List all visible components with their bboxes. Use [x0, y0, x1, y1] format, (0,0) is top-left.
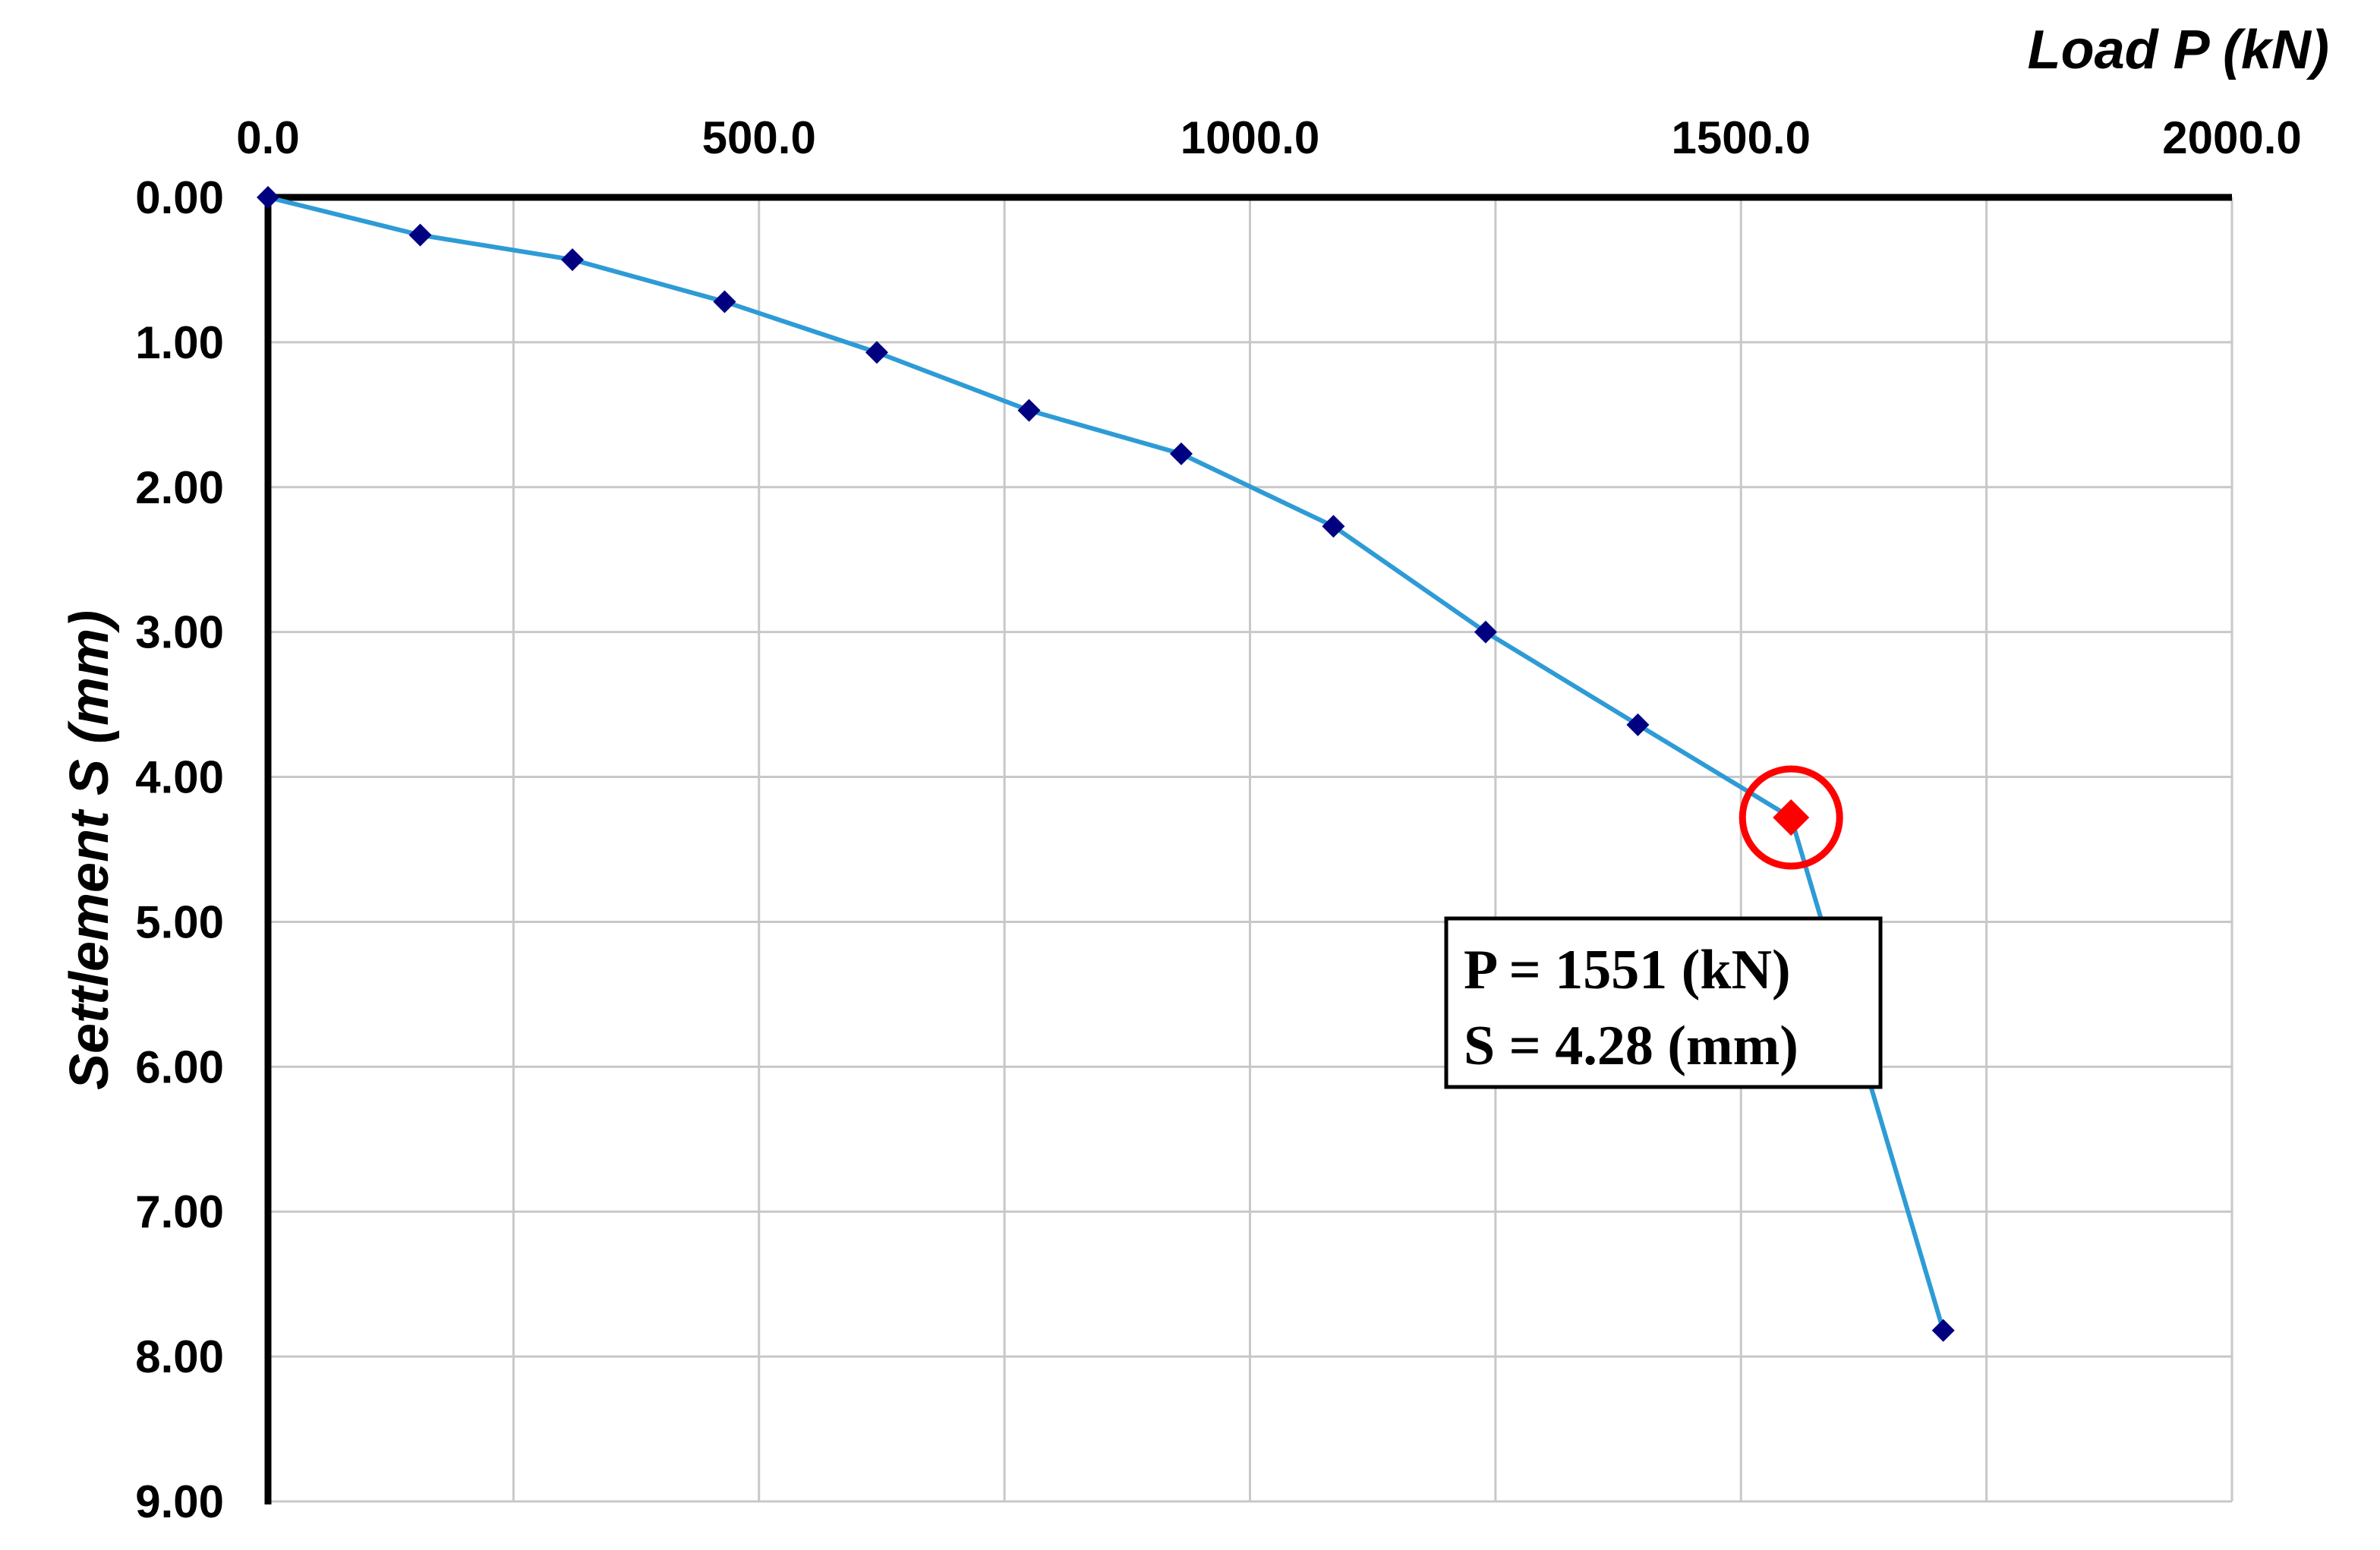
series-group — [257, 186, 1955, 1342]
data-point — [257, 186, 279, 209]
grid-lines — [268, 197, 2233, 1503]
data-point — [1017, 399, 1041, 422]
highlight-group — [1739, 765, 1843, 870]
y-tick-label: 2.00 — [135, 462, 224, 513]
data-point — [713, 290, 736, 313]
y-tick-label: 6.00 — [135, 1041, 224, 1092]
data-point — [408, 223, 432, 247]
annotation-group: P = 1551 (kN) S = 4.28 (mm) — [1444, 916, 1883, 1089]
y-axis-title: Settlement S (mm) — [59, 610, 120, 1090]
y-tick-label: 3.00 — [135, 607, 224, 658]
highlight-circle — [1739, 765, 1843, 870]
data-point — [1322, 515, 1345, 538]
y-tick-label: 0.00 — [135, 172, 224, 223]
y-tick-label: 5.00 — [135, 896, 224, 947]
data-point — [1626, 713, 1650, 736]
y-tick-label: 4.00 — [135, 752, 224, 803]
labels-group: 0.0 500.0 1000.0 1500.0 2000.0 0.00 1.00 2.00 3.… — [59, 20, 2329, 1527]
x-tick-label: 1000.0 — [1181, 112, 1320, 163]
data-point — [1169, 442, 1193, 465]
highlighted-data-point — [1773, 799, 1810, 836]
data-point — [1931, 1318, 1955, 1342]
data-point — [560, 248, 584, 272]
series-line — [267, 195, 1946, 1331]
x-tick-label: 0.0 — [236, 112, 299, 163]
annotation-text: P = 1551 (kN) — [1464, 939, 1791, 1001]
x-tick-label: 500.0 — [702, 112, 816, 163]
axes — [264, 194, 2232, 1504]
y-tick-label: 9.00 — [135, 1476, 224, 1527]
annotation-box — [1444, 916, 1883, 1089]
x-tick-label: 2000.0 — [2162, 112, 2302, 163]
y-tick-label: 1.00 — [135, 317, 224, 368]
y-tick-label: 8.00 — [135, 1331, 224, 1382]
data-point — [1474, 620, 1497, 644]
y-tick-label: 7.00 — [135, 1186, 224, 1237]
annotation-text: S = 4.28 (mm) — [1464, 1015, 1798, 1077]
x-tick-label: 1500.0 — [1671, 112, 1811, 163]
data-point — [865, 341, 888, 364]
x-axis-title: Load P (kN) — [2028, 20, 2329, 80]
